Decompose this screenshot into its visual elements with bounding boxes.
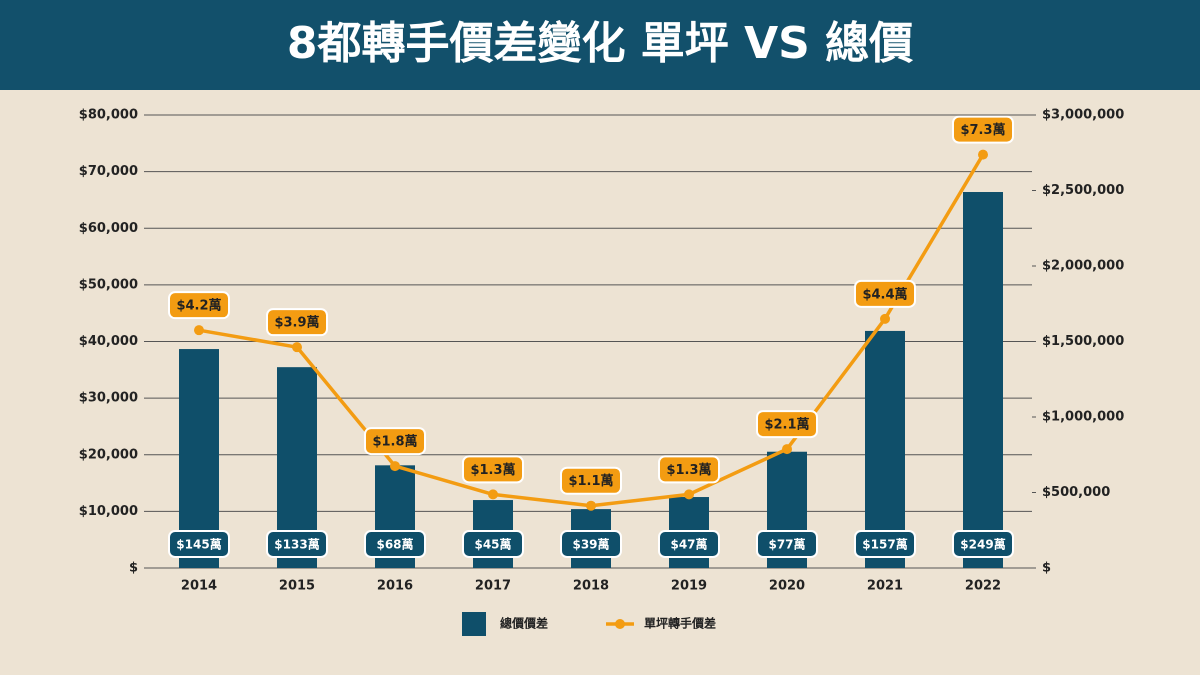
y2-tick-label: $2,500,000 bbox=[1042, 183, 1124, 198]
value-label-box bbox=[364, 427, 426, 456]
line-point bbox=[488, 489, 498, 500]
value-label-box bbox=[168, 530, 230, 558]
x-tick-label: 2020 bbox=[769, 579, 805, 594]
line-point bbox=[978, 149, 988, 160]
value-label-box bbox=[266, 530, 328, 558]
line-point bbox=[880, 313, 890, 324]
value-label: $1.1萬 bbox=[568, 473, 613, 489]
value-label-box bbox=[952, 530, 1014, 558]
value-label: $39萬 bbox=[572, 537, 609, 552]
value-label-box bbox=[462, 530, 524, 558]
value-label-box bbox=[462, 455, 524, 484]
x-tick-label: 2017 bbox=[475, 579, 511, 594]
line-point bbox=[194, 325, 204, 336]
value-label-box bbox=[658, 530, 720, 558]
line-point bbox=[586, 500, 596, 511]
line-point bbox=[390, 461, 400, 472]
line-point bbox=[684, 489, 694, 500]
y-tick-label: $70,000 bbox=[79, 164, 138, 179]
legend-swatch bbox=[462, 612, 486, 636]
x-tick-label: 2016 bbox=[377, 579, 413, 594]
value-label: $1.8萬 bbox=[372, 434, 417, 450]
value-label-box bbox=[952, 115, 1014, 144]
chart-title: 8都轉手價差變化 單坪 VS 總價 bbox=[287, 18, 913, 69]
x-tick-label: 2014 bbox=[181, 579, 217, 594]
value-label-box bbox=[266, 308, 328, 337]
y-tick-label: $10,000 bbox=[79, 504, 138, 519]
value-label: $7.3萬 bbox=[960, 122, 1005, 138]
y-tick-label: $50,000 bbox=[79, 277, 138, 292]
value-label-box bbox=[364, 530, 426, 558]
value-label: $133萬 bbox=[274, 537, 319, 552]
value-label-box bbox=[658, 455, 720, 484]
x-tick-label: 2022 bbox=[965, 579, 1001, 594]
x-tick-label: 2021 bbox=[867, 579, 903, 594]
line-point bbox=[782, 444, 792, 455]
value-label-box bbox=[756, 410, 818, 439]
value-label: $47萬 bbox=[670, 537, 707, 552]
y-tick-label: $40,000 bbox=[79, 334, 138, 349]
bar bbox=[865, 330, 905, 568]
y2-tick-label: $ bbox=[1042, 561, 1051, 576]
value-label: $4.4萬 bbox=[862, 286, 907, 302]
value-label: $1.3萬 bbox=[470, 462, 515, 478]
y2-tick-label: $3,000,000 bbox=[1042, 108, 1124, 123]
x-tick-label: 2019 bbox=[671, 579, 707, 594]
y2-tick-label: $2,000,000 bbox=[1042, 259, 1124, 274]
value-label: $4.2萬 bbox=[176, 298, 221, 314]
x-tick-label: 2015 bbox=[279, 579, 315, 594]
value-label-box bbox=[756, 530, 818, 558]
value-label: $2.1萬 bbox=[764, 417, 809, 433]
legend-label: 總價價差 bbox=[500, 616, 548, 631]
value-label: $77萬 bbox=[768, 537, 805, 552]
value-label-box bbox=[560, 530, 622, 558]
y2-tick-label: $500,000 bbox=[1042, 485, 1110, 500]
value-label: $1.3萬 bbox=[666, 462, 711, 478]
value-label-box bbox=[854, 530, 916, 558]
value-label: $157萬 bbox=[862, 537, 907, 552]
x-tick-label: 2018 bbox=[573, 579, 609, 594]
legend-label: 單坪轉手價差 bbox=[644, 616, 716, 631]
line-point bbox=[292, 342, 302, 353]
bar bbox=[963, 192, 1003, 568]
title-bar bbox=[0, 0, 1200, 90]
y-tick-label: $ bbox=[129, 561, 138, 576]
value-label: $3.9萬 bbox=[274, 315, 319, 331]
value-label: $68萬 bbox=[376, 537, 413, 552]
y-tick-label: $20,000 bbox=[79, 447, 138, 462]
value-label-box bbox=[560, 466, 622, 495]
legend-swatch bbox=[615, 619, 625, 629]
value-label: $145萬 bbox=[176, 537, 221, 552]
y-tick-label: $60,000 bbox=[79, 221, 138, 236]
value-label: $45萬 bbox=[474, 537, 511, 552]
value-label: $249萬 bbox=[960, 537, 1005, 552]
y-tick-label: $30,000 bbox=[79, 391, 138, 406]
y-tick-label: $80,000 bbox=[79, 108, 138, 123]
value-label-box bbox=[168, 291, 230, 320]
value-label-box bbox=[854, 279, 916, 308]
y2-tick-label: $1,500,000 bbox=[1042, 334, 1124, 349]
y2-tick-label: $1,000,000 bbox=[1042, 410, 1124, 425]
